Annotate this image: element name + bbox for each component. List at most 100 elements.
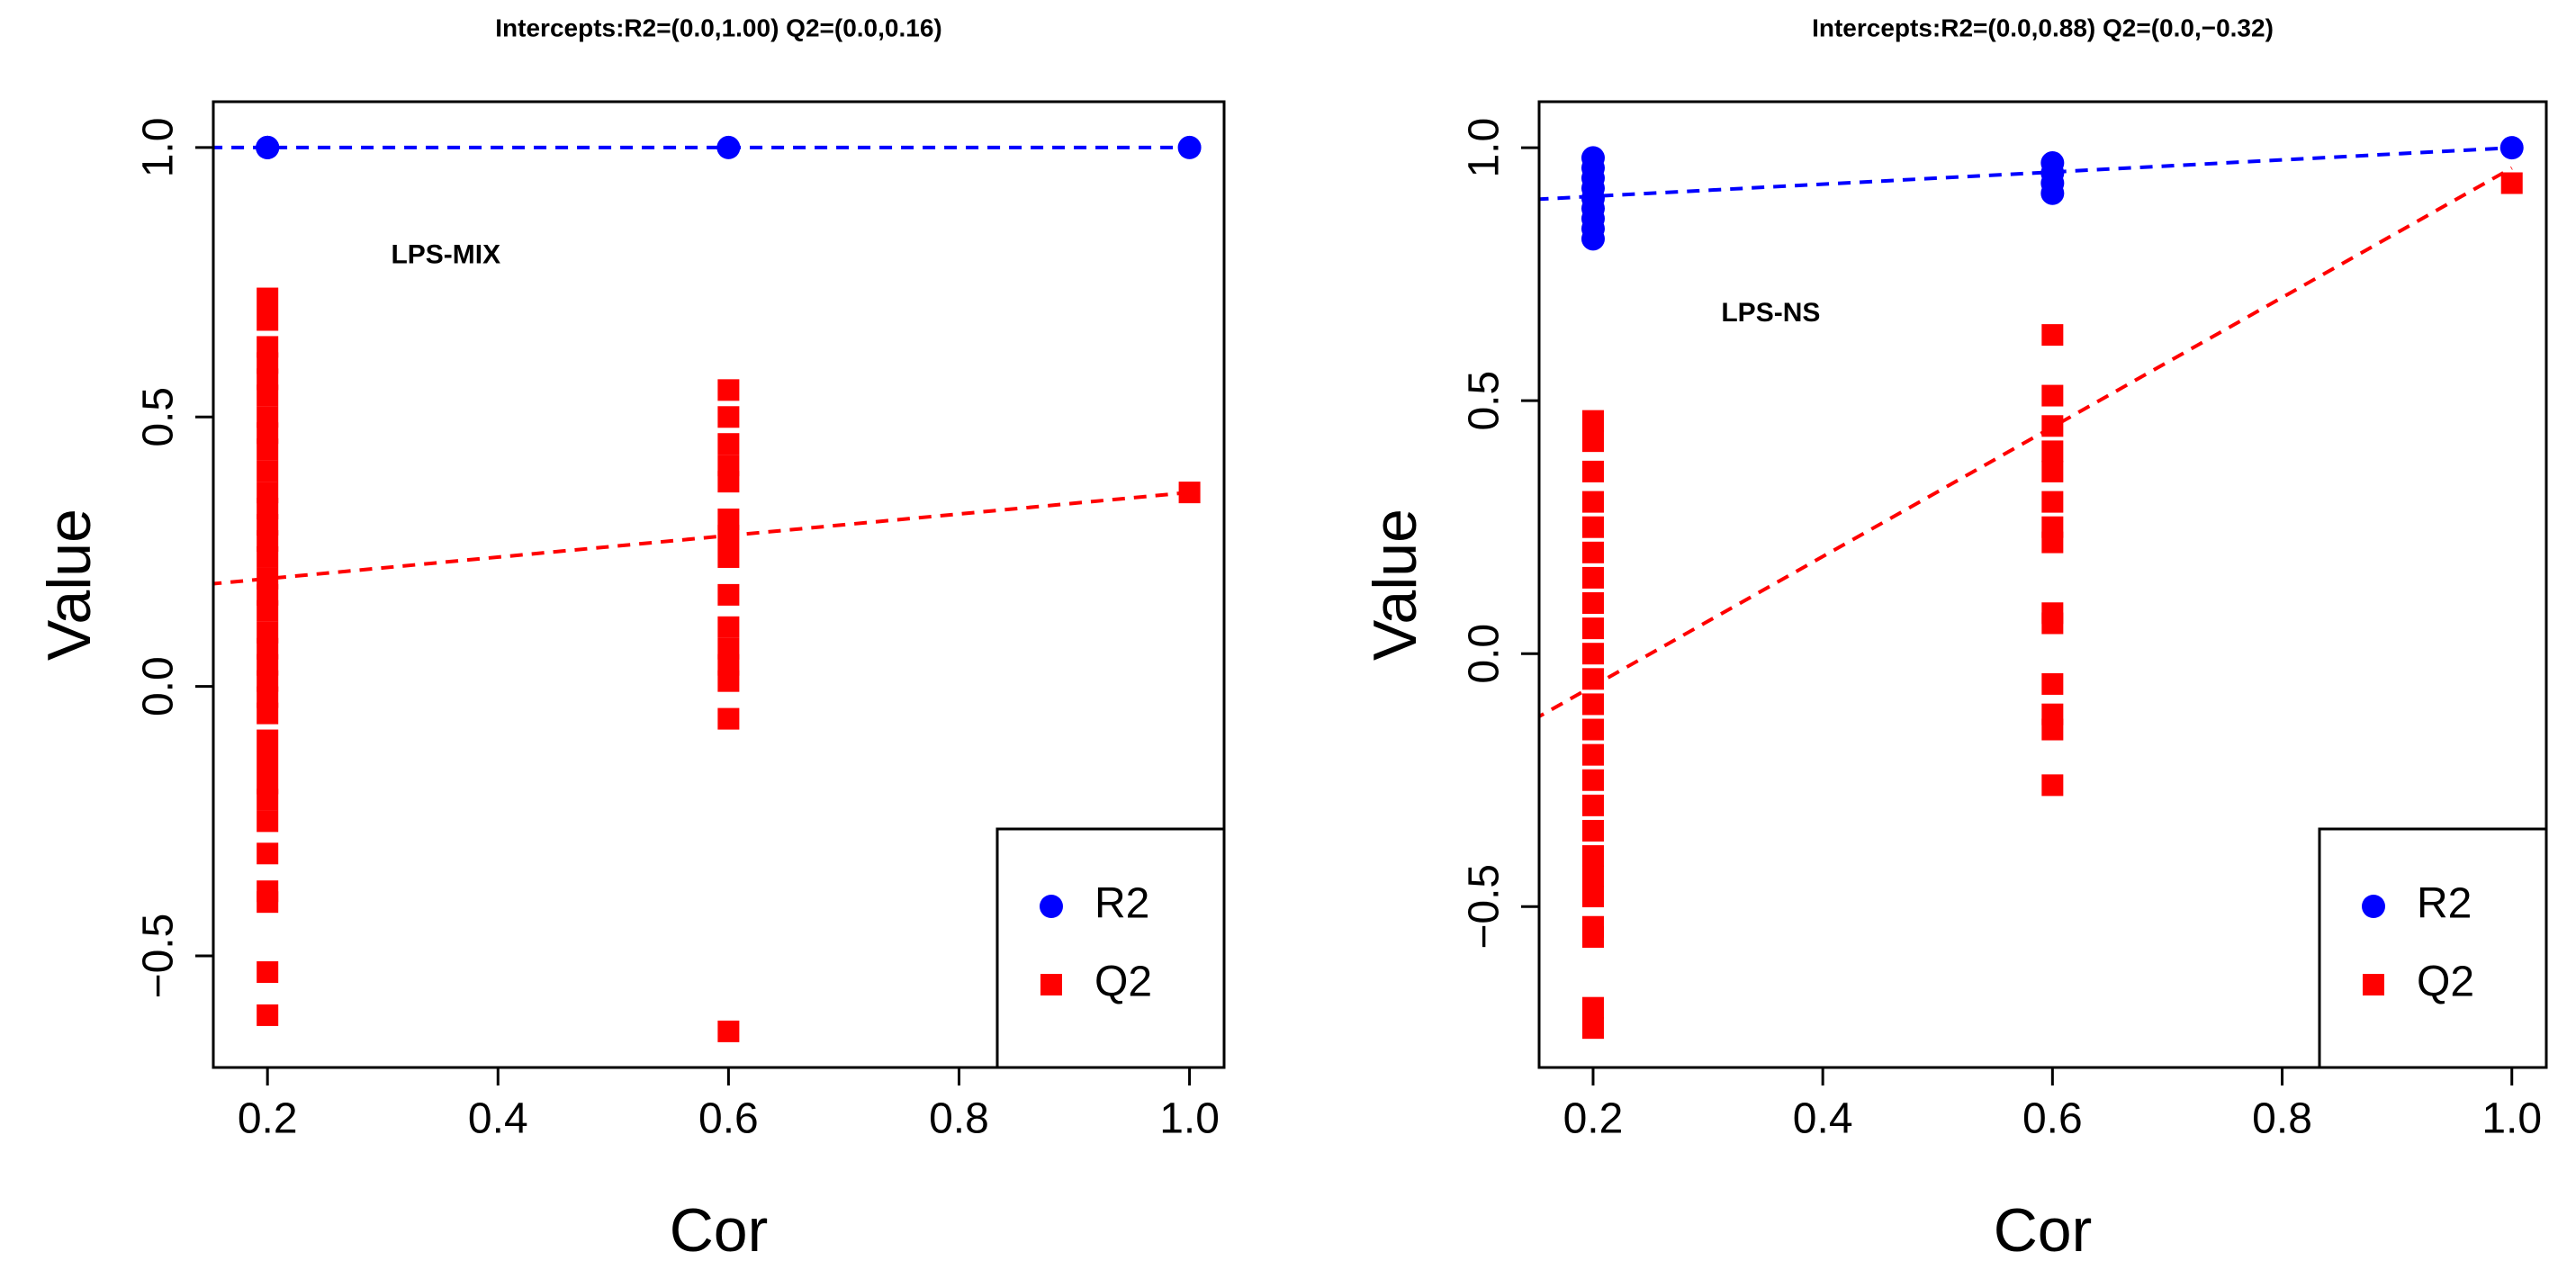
y-axis-label: Value: [35, 509, 104, 661]
x-tick-label: 0.2: [1563, 1095, 1624, 1143]
point: [717, 1020, 740, 1042]
point: [2041, 384, 2064, 407]
point: [1581, 845, 1604, 868]
fit-line: [1539, 146, 2512, 202]
legend-label: R2: [1094, 880, 1149, 928]
point: [1581, 743, 1604, 766]
point: [717, 670, 740, 692]
point: [717, 583, 740, 606]
x-axis-label: Cor: [1994, 1196, 2093, 1265]
point: [2041, 612, 2064, 635]
point: [2499, 136, 2524, 160]
x-tick-label: 0.6: [2022, 1095, 2083, 1143]
y-tick-label: 0.0: [135, 656, 183, 716]
point: [257, 309, 279, 331]
panel: Intercepts:R2=(0.0,1.00) Q2=(0.0,0.16) 0.…: [35, 14, 1226, 1265]
point: [1581, 227, 1605, 251]
y-axis-label: Value: [1361, 509, 1429, 661]
point: [2041, 440, 2064, 463]
point: [1178, 482, 1201, 504]
chart-title: Intercepts:R2=(0.0,1.00) Q2=(0.0,0.16): [495, 14, 941, 41]
point: [717, 525, 740, 547]
point: [257, 810, 279, 833]
y-tick-label: 0.5: [135, 387, 183, 447]
point: [2040, 181, 2065, 205]
plot-frame: [212, 100, 1226, 1069]
point: [2041, 415, 2064, 437]
point: [2041, 718, 2064, 741]
point: [1581, 718, 1604, 741]
point: [1581, 643, 1604, 665]
point: [257, 384, 279, 407]
point: [257, 287, 279, 310]
point: [257, 961, 279, 984]
point: [1581, 430, 1604, 453]
point: [257, 702, 279, 725]
point: [257, 460, 279, 482]
point: [1581, 925, 1604, 948]
point: [1581, 541, 1604, 563]
legend-box: [2318, 827, 2548, 1069]
x-tick-label: 0.4: [468, 1095, 528, 1143]
plot-frame: [1537, 100, 2548, 1069]
y-tick-label: 0.5: [1461, 371, 1509, 431]
point: [257, 438, 279, 461]
point: [717, 433, 740, 455]
y-tick-label: 1.0: [135, 118, 183, 178]
legend-marker: [1040, 974, 1062, 995]
legend-label: Q2: [1094, 959, 1152, 1006]
point: [1581, 819, 1604, 842]
x-tick-label: 1.0: [2481, 1095, 2542, 1143]
legend-marker: [2362, 895, 2385, 918]
legend-label: R2: [2417, 880, 2472, 928]
point: [1581, 566, 1604, 589]
legend-label: Q2: [2417, 959, 2474, 1006]
point: [717, 707, 740, 730]
point: [717, 406, 740, 428]
y-tick-label: 1.0: [1461, 118, 1509, 178]
x-axis-label: Cor: [670, 1196, 769, 1265]
point: [257, 842, 279, 865]
point: [2041, 531, 2064, 554]
point: [2041, 672, 2064, 695]
y-tick-label: 0.0: [1461, 624, 1509, 684]
point: [257, 729, 279, 752]
point: [257, 599, 279, 622]
point: [1581, 1017, 1604, 1040]
point: [717, 545, 740, 568]
point: [717, 616, 740, 638]
y-tick-label: −0.5: [135, 914, 183, 999]
point: [2041, 491, 2064, 513]
legend-marker: [1040, 895, 1063, 918]
x-tick-label: 1.0: [1159, 1095, 1220, 1143]
x-tick-label: 0.8: [2252, 1095, 2312, 1143]
point: [716, 135, 741, 159]
legend-marker: [2363, 974, 2384, 995]
x-tick-label: 0.4: [1793, 1095, 1853, 1143]
legend-box: [995, 827, 1226, 1069]
point: [1581, 592, 1604, 615]
point: [1177, 135, 1202, 159]
point: [1581, 491, 1604, 513]
point: [2041, 324, 2064, 347]
chart-title: Intercepts:R2=(0.0,0.88) Q2=(0.0,−0.32): [1812, 14, 2274, 41]
point: [2500, 172, 2523, 194]
point: [1581, 996, 1604, 1019]
fit-line: [1539, 166, 2513, 719]
x-tick-label: 0.2: [238, 1095, 298, 1143]
point: [257, 545, 279, 568]
point: [1581, 794, 1604, 816]
fit-line: [213, 491, 1190, 586]
y-tick-label: −0.5: [1461, 864, 1509, 950]
point: [717, 379, 740, 401]
point: [256, 135, 280, 159]
point: [257, 1004, 279, 1026]
point: [1581, 693, 1604, 716]
point: [1581, 865, 1604, 887]
x-tick-label: 0.8: [929, 1095, 989, 1143]
point: [1581, 410, 1604, 432]
point: [1581, 886, 1604, 908]
annotation: LPS-NS: [1721, 298, 1820, 328]
point: [257, 751, 279, 773]
